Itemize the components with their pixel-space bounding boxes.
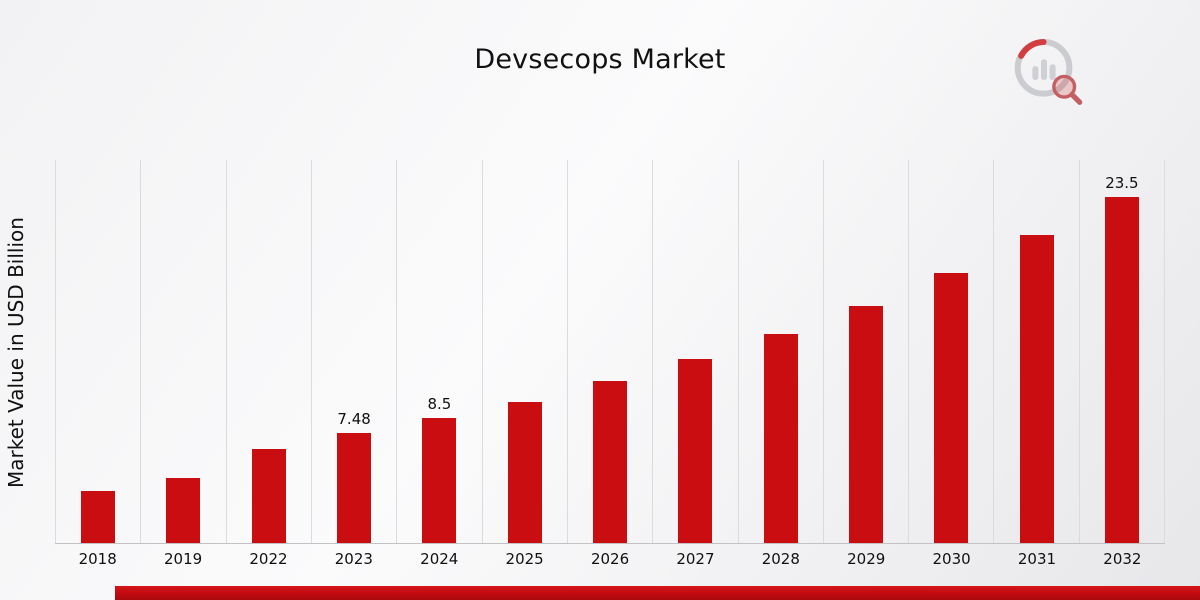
x-tick-2018: 2018 — [78, 550, 117, 568]
x-tick-2027: 2027 — [676, 550, 715, 568]
bar-2027 — [678, 358, 713, 543]
x-tick-2029: 2029 — [847, 550, 886, 568]
chart-area: 7.48 8.5 23.5 2018 2019 2022 2023 2024 2025 2026… — [55, 160, 1166, 568]
x-tick-2023: 2023 — [334, 550, 373, 568]
x-tick-2022: 2022 — [249, 550, 288, 568]
x-tick-2032: 2032 — [1103, 550, 1142, 568]
bar-column-2030 — [908, 160, 993, 543]
bar-column-2028 — [737, 160, 823, 543]
bar-column-2024: 8.5 — [396, 160, 481, 543]
bar-column-2026 — [566, 160, 652, 543]
bar-value-label-2023: 7.48 — [337, 409, 371, 428]
bar-value-label-2024: 8.5 — [427, 394, 452, 413]
bar-column-2027 — [652, 160, 737, 543]
bar-2019 — [166, 478, 201, 543]
bar-2032: 23.5 — [1104, 174, 1139, 543]
bar-value-label-2032: 23.5 — [1105, 173, 1139, 192]
bar-column-2018 — [55, 160, 140, 543]
bar-2024: 8.5 — [422, 395, 457, 543]
x-axis-ticks: 2018 2019 2022 2023 2024 2025 2026 2027 2028 2029… — [55, 550, 1165, 568]
bar-column-2032: 23.5 — [1078, 160, 1166, 543]
bar-column-2025 — [481, 160, 567, 543]
x-tick-2025: 2025 — [505, 550, 544, 568]
bar-2031 — [1019, 235, 1054, 543]
x-tick-2030: 2030 — [932, 550, 971, 568]
bottom-accent-bar — [115, 586, 1200, 600]
bar-2029 — [848, 305, 883, 543]
plot-area: 7.48 8.5 23.5 — [55, 160, 1166, 544]
chart-title: Devsecops Market — [474, 44, 726, 75]
x-tick-2031: 2031 — [1017, 550, 1057, 568]
bar-column-2029 — [822, 160, 908, 543]
bar-2018 — [81, 491, 116, 543]
bar-column-2019 — [140, 160, 225, 543]
bar-2030 — [934, 273, 969, 543]
y-axis-label: Market Value in USD Billion — [4, 217, 28, 488]
bar-column-2022 — [225, 160, 311, 543]
x-tick-2028: 2028 — [761, 550, 800, 568]
bar-2026 — [593, 380, 628, 543]
bar-2023: 7.48 — [337, 410, 372, 543]
x-tick-2019: 2019 — [163, 550, 203, 568]
bar-2025 — [507, 401, 542, 543]
bar-2028 — [763, 333, 798, 543]
brand-logo-icon — [1014, 39, 1083, 105]
bar-column-2023: 7.48 — [310, 160, 396, 543]
bar-2022 — [251, 448, 286, 543]
bar-column-2031 — [993, 160, 1078, 543]
x-tick-2026: 2026 — [590, 550, 630, 568]
x-tick-2024: 2024 — [420, 550, 459, 568]
